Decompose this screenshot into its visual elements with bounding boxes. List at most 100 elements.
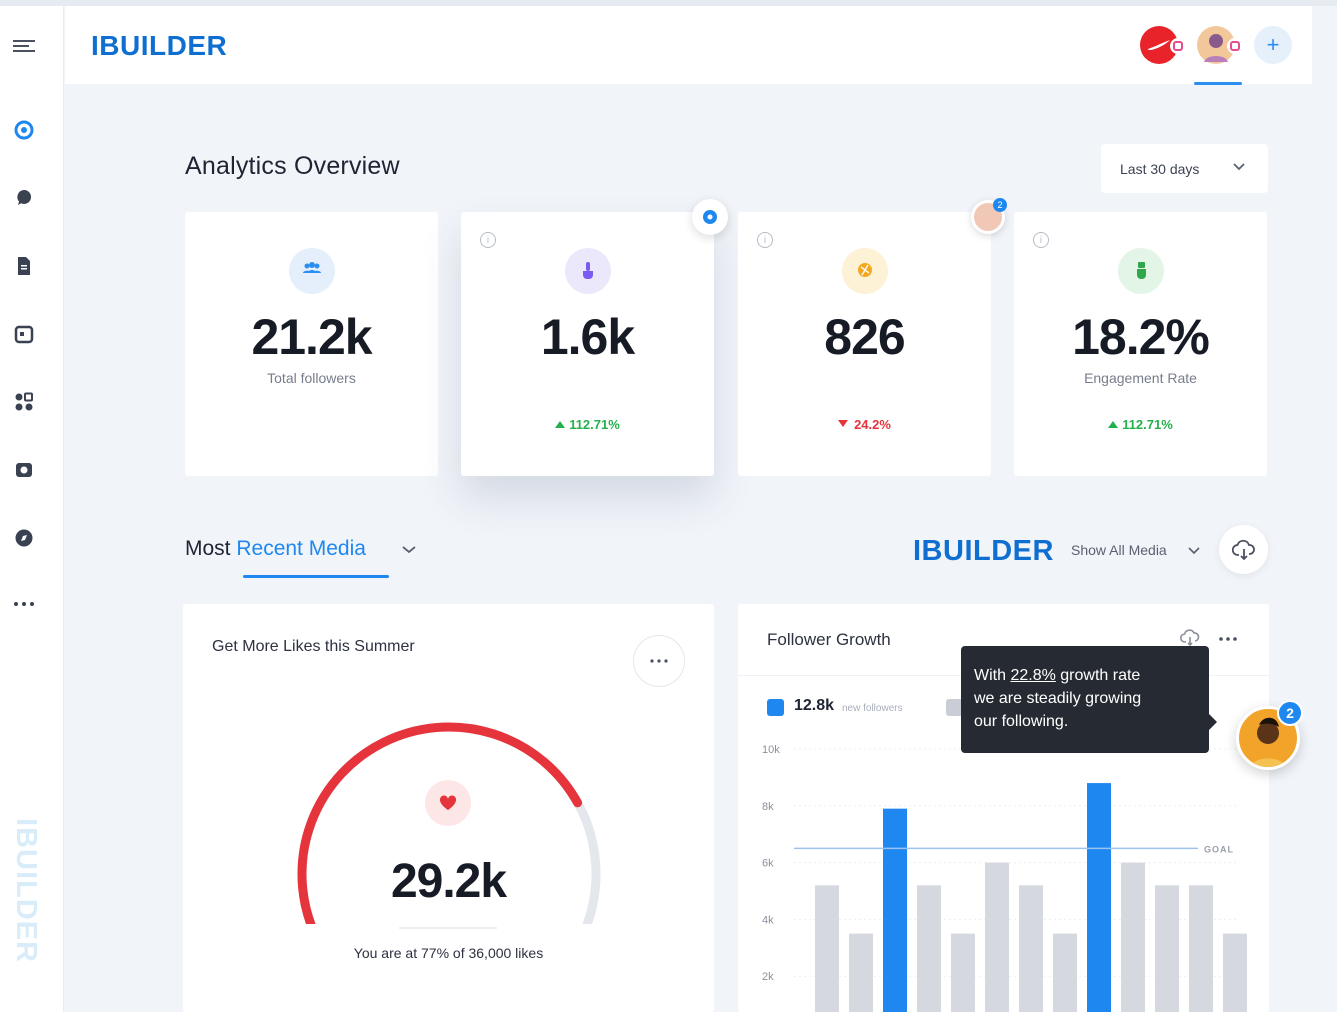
likes-card: Get More Likes this Summer 29.2k You are… xyxy=(183,604,714,1012)
y-tick-label: 8k xyxy=(762,801,774,813)
y-tick-label: 4k xyxy=(762,914,774,926)
tooltip-line-2: we are steadily growing xyxy=(974,690,1142,707)
chart-bar[interactable] xyxy=(1189,885,1213,1012)
heart-icon xyxy=(425,780,471,826)
cloud-download-icon[interactable] xyxy=(1180,628,1202,646)
stat-value: 826 xyxy=(824,309,905,365)
trend-up-icon xyxy=(1108,421,1119,428)
camera-icon[interactable] xyxy=(0,456,48,484)
more-options-button[interactable] xyxy=(633,635,685,687)
analytics-icon[interactable] xyxy=(0,116,48,144)
chart-bar[interactable] xyxy=(1155,885,1179,1012)
page-title: Analytics Overview xyxy=(185,152,400,180)
info-icon[interactable]: i xyxy=(757,232,773,248)
hand-icon xyxy=(1118,248,1164,294)
instagram-icon xyxy=(1170,38,1186,54)
download-cloud-button[interactable] xyxy=(1219,525,1268,574)
location-pin-icon[interactable] xyxy=(692,199,728,235)
goal-label: GOAL xyxy=(1204,844,1234,854)
calendar-icon[interactable] xyxy=(0,320,48,348)
stat-card[interactable]: i 1.6k 112.71% xyxy=(461,212,714,476)
active-tab-underline xyxy=(243,575,389,578)
vertical-brand-watermark: IBUILDER xyxy=(9,818,42,963)
notification-badge: 2 xyxy=(1277,700,1303,726)
likes-value: 29.2k xyxy=(390,855,507,908)
stat-card[interactable]: 21.2k Total followers xyxy=(185,212,438,476)
add-account-button[interactable]: + xyxy=(1254,26,1292,64)
stat-label: Total followers xyxy=(267,370,356,386)
notification-badge: 2 xyxy=(993,198,1007,212)
stat-card[interactable]: i 18.2% Engagement Rate 112.71% xyxy=(1014,212,1267,476)
growth-tooltip: With 22.8% growth rate we are steadily g… xyxy=(961,646,1209,753)
legend-value: 12.8k xyxy=(794,697,835,714)
sidebar: IBUILDER xyxy=(0,6,64,1012)
stat-delta: 24.2% xyxy=(738,417,991,432)
tooltip-line-3: our following. xyxy=(974,713,1069,730)
stat-value: 1.6k xyxy=(540,309,635,365)
active-account-indicator xyxy=(1194,82,1242,85)
chevron-down-icon[interactable] xyxy=(401,543,417,557)
chart-bar[interactable] xyxy=(1087,783,1111,1012)
media-section-title[interactable]: Most Recent Media xyxy=(185,537,366,560)
info-icon[interactable]: i xyxy=(1033,232,1049,248)
legend-label: new followers xyxy=(842,703,903,714)
tooltip-line-1: With 22.8% growth rate xyxy=(974,667,1141,684)
chart-bar[interactable] xyxy=(849,933,873,1012)
chart-bar[interactable] xyxy=(951,933,975,1012)
document-icon[interactable] xyxy=(0,252,48,280)
chart-bar[interactable] xyxy=(1223,933,1247,1012)
chart-bar[interactable] xyxy=(883,808,907,1012)
chevron-down-icon[interactable] xyxy=(1187,545,1201,557)
y-tick-label: 10k xyxy=(762,744,780,756)
chart-bar[interactable] xyxy=(815,885,839,1012)
trend-down-icon xyxy=(838,420,849,427)
y-tick-label: 2k xyxy=(762,971,774,983)
stat-delta: 112.71% xyxy=(1014,417,1267,432)
person-icon xyxy=(1250,717,1286,767)
ball-icon xyxy=(842,248,888,294)
show-all-media-select[interactable]: Show All Media xyxy=(1071,542,1167,558)
apps-icon[interactable] xyxy=(0,388,48,416)
media-filter-label: Recent Media xyxy=(236,537,366,560)
stat-value: 21.2k xyxy=(251,309,372,365)
info-icon[interactable]: i xyxy=(480,232,496,248)
likes-progress-text: You are at 77% of 36,000 likes xyxy=(353,945,544,961)
right-edge xyxy=(1312,6,1337,1012)
gauge-progress xyxy=(297,722,583,924)
chart-bar[interactable] xyxy=(1053,933,1077,1012)
chart-bar[interactable] xyxy=(917,885,941,1012)
legend-swatch-other xyxy=(946,699,963,716)
chart-bar[interactable] xyxy=(1019,885,1043,1012)
menu-icon[interactable] xyxy=(0,32,48,60)
tooltip-arrow xyxy=(1209,714,1217,730)
user-avatar[interactable]: 2 xyxy=(971,198,1007,234)
top-strip xyxy=(0,0,1337,6)
stat-value: 18.2% xyxy=(1072,309,1210,365)
stat-delta: 112.71% xyxy=(461,417,714,432)
user-avatar[interactable] xyxy=(1236,706,1300,770)
touch-icon xyxy=(565,248,611,294)
swoosh-icon xyxy=(1147,40,1170,50)
chat-icon[interactable] xyxy=(0,184,48,212)
date-range-value: Last 30 days xyxy=(1120,160,1200,177)
brand-logo[interactable]: IBUILDER xyxy=(91,30,228,61)
more-icon xyxy=(650,659,668,663)
compass-icon[interactable] xyxy=(0,524,48,552)
growth-card-title: Follower Growth xyxy=(767,630,891,649)
likes-gauge xyxy=(297,722,601,924)
more-icon[interactable] xyxy=(0,590,48,618)
header: IBUILDER + xyxy=(65,6,1312,85)
chevron-down-icon xyxy=(1233,163,1245,171)
chart-bar[interactable] xyxy=(1121,862,1145,1012)
more-icon[interactable] xyxy=(1218,626,1238,646)
likes-card-title: Get More Likes this Summer xyxy=(212,638,415,655)
cloud-download-icon xyxy=(1231,539,1255,560)
legend-swatch-new-followers xyxy=(767,699,784,716)
trend-up-icon xyxy=(555,421,566,428)
account-avatar-2[interactable] xyxy=(1197,26,1243,64)
stat-card[interactable]: i 826 24.2% xyxy=(738,212,991,476)
users-icon xyxy=(289,248,335,294)
account-avatar-1[interactable] xyxy=(1140,26,1186,64)
chart-bar[interactable] xyxy=(985,862,1009,1012)
date-range-select[interactable]: Last 30 days xyxy=(1101,144,1268,193)
